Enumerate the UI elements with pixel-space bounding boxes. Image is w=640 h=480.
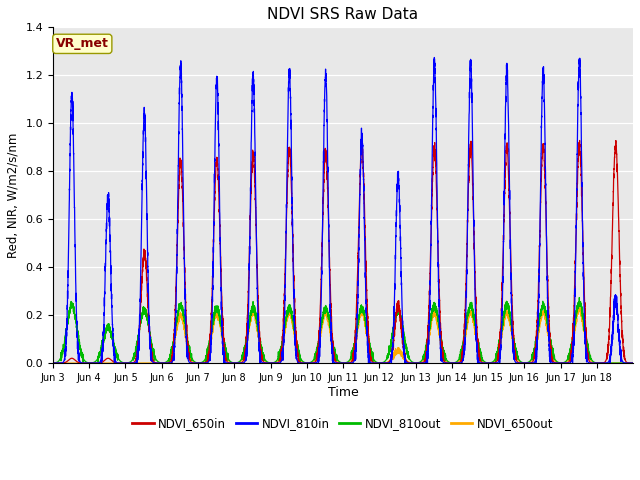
- NDVI_650out: [259, 354, 267, 360]
- NDVI_810out: [259, 353, 267, 359]
- NDVI_650in: [629, 360, 637, 366]
- NDVI_810in: [510, 354, 518, 360]
- NDVI_810out: [510, 338, 518, 344]
- NDVI_810out: [575, 295, 583, 300]
- NDVI_810in: [431, 55, 438, 60]
- NDVI_650in: [259, 358, 267, 364]
- NDVI_810in: [392, 215, 400, 220]
- NDVI_810out: [629, 360, 637, 366]
- NDVI_810in: [418, 360, 426, 366]
- Line: NDVI_650out: NDVI_650out: [53, 308, 633, 363]
- NDVI_650in: [510, 339, 518, 345]
- Line: NDVI_810in: NDVI_810in: [53, 58, 633, 363]
- NDVI_650in: [294, 360, 302, 366]
- NDVI_650in: [392, 312, 400, 318]
- NDVI_650out: [418, 359, 426, 365]
- NDVI_650out: [510, 345, 518, 351]
- Text: VR_met: VR_met: [56, 37, 109, 50]
- NDVI_810in: [98, 360, 106, 366]
- NDVI_650in: [418, 360, 426, 366]
- NDVI_810out: [392, 311, 400, 316]
- NDVI_650out: [312, 360, 319, 366]
- NDVI_650out: [78, 360, 86, 366]
- NDVI_650out: [629, 360, 637, 366]
- NDVI_650out: [479, 359, 487, 364]
- NDVI_650out: [392, 350, 400, 356]
- NDVI_650in: [78, 360, 86, 366]
- NDVI_650out: [575, 305, 583, 311]
- NDVI_650in: [49, 360, 57, 366]
- NDVI_810in: [78, 360, 86, 366]
- NDVI_810in: [49, 360, 57, 366]
- Line: NDVI_810out: NDVI_810out: [53, 298, 633, 363]
- NDVI_650out: [49, 360, 57, 366]
- Title: NDVI SRS Raw Data: NDVI SRS Raw Data: [268, 7, 419, 22]
- NDVI_810out: [78, 350, 86, 356]
- Y-axis label: Red, NIR, W/m2/s/nm: Red, NIR, W/m2/s/nm: [7, 132, 20, 258]
- NDVI_810out: [49, 360, 57, 366]
- NDVI_810in: [629, 360, 637, 366]
- NDVI_810in: [259, 360, 267, 366]
- NDVI_650in: [479, 360, 487, 366]
- NDVI_810in: [479, 360, 487, 366]
- X-axis label: Time: Time: [328, 385, 358, 398]
- NDVI_810out: [418, 358, 426, 363]
- NDVI_810out: [166, 360, 173, 366]
- NDVI_650in: [576, 138, 584, 144]
- Legend: NDVI_650in, NDVI_810in, NDVI_810out, NDVI_650out: NDVI_650in, NDVI_810in, NDVI_810out, NDV…: [128, 413, 558, 435]
- Line: NDVI_650in: NDVI_650in: [53, 141, 633, 363]
- NDVI_810out: [479, 357, 487, 363]
